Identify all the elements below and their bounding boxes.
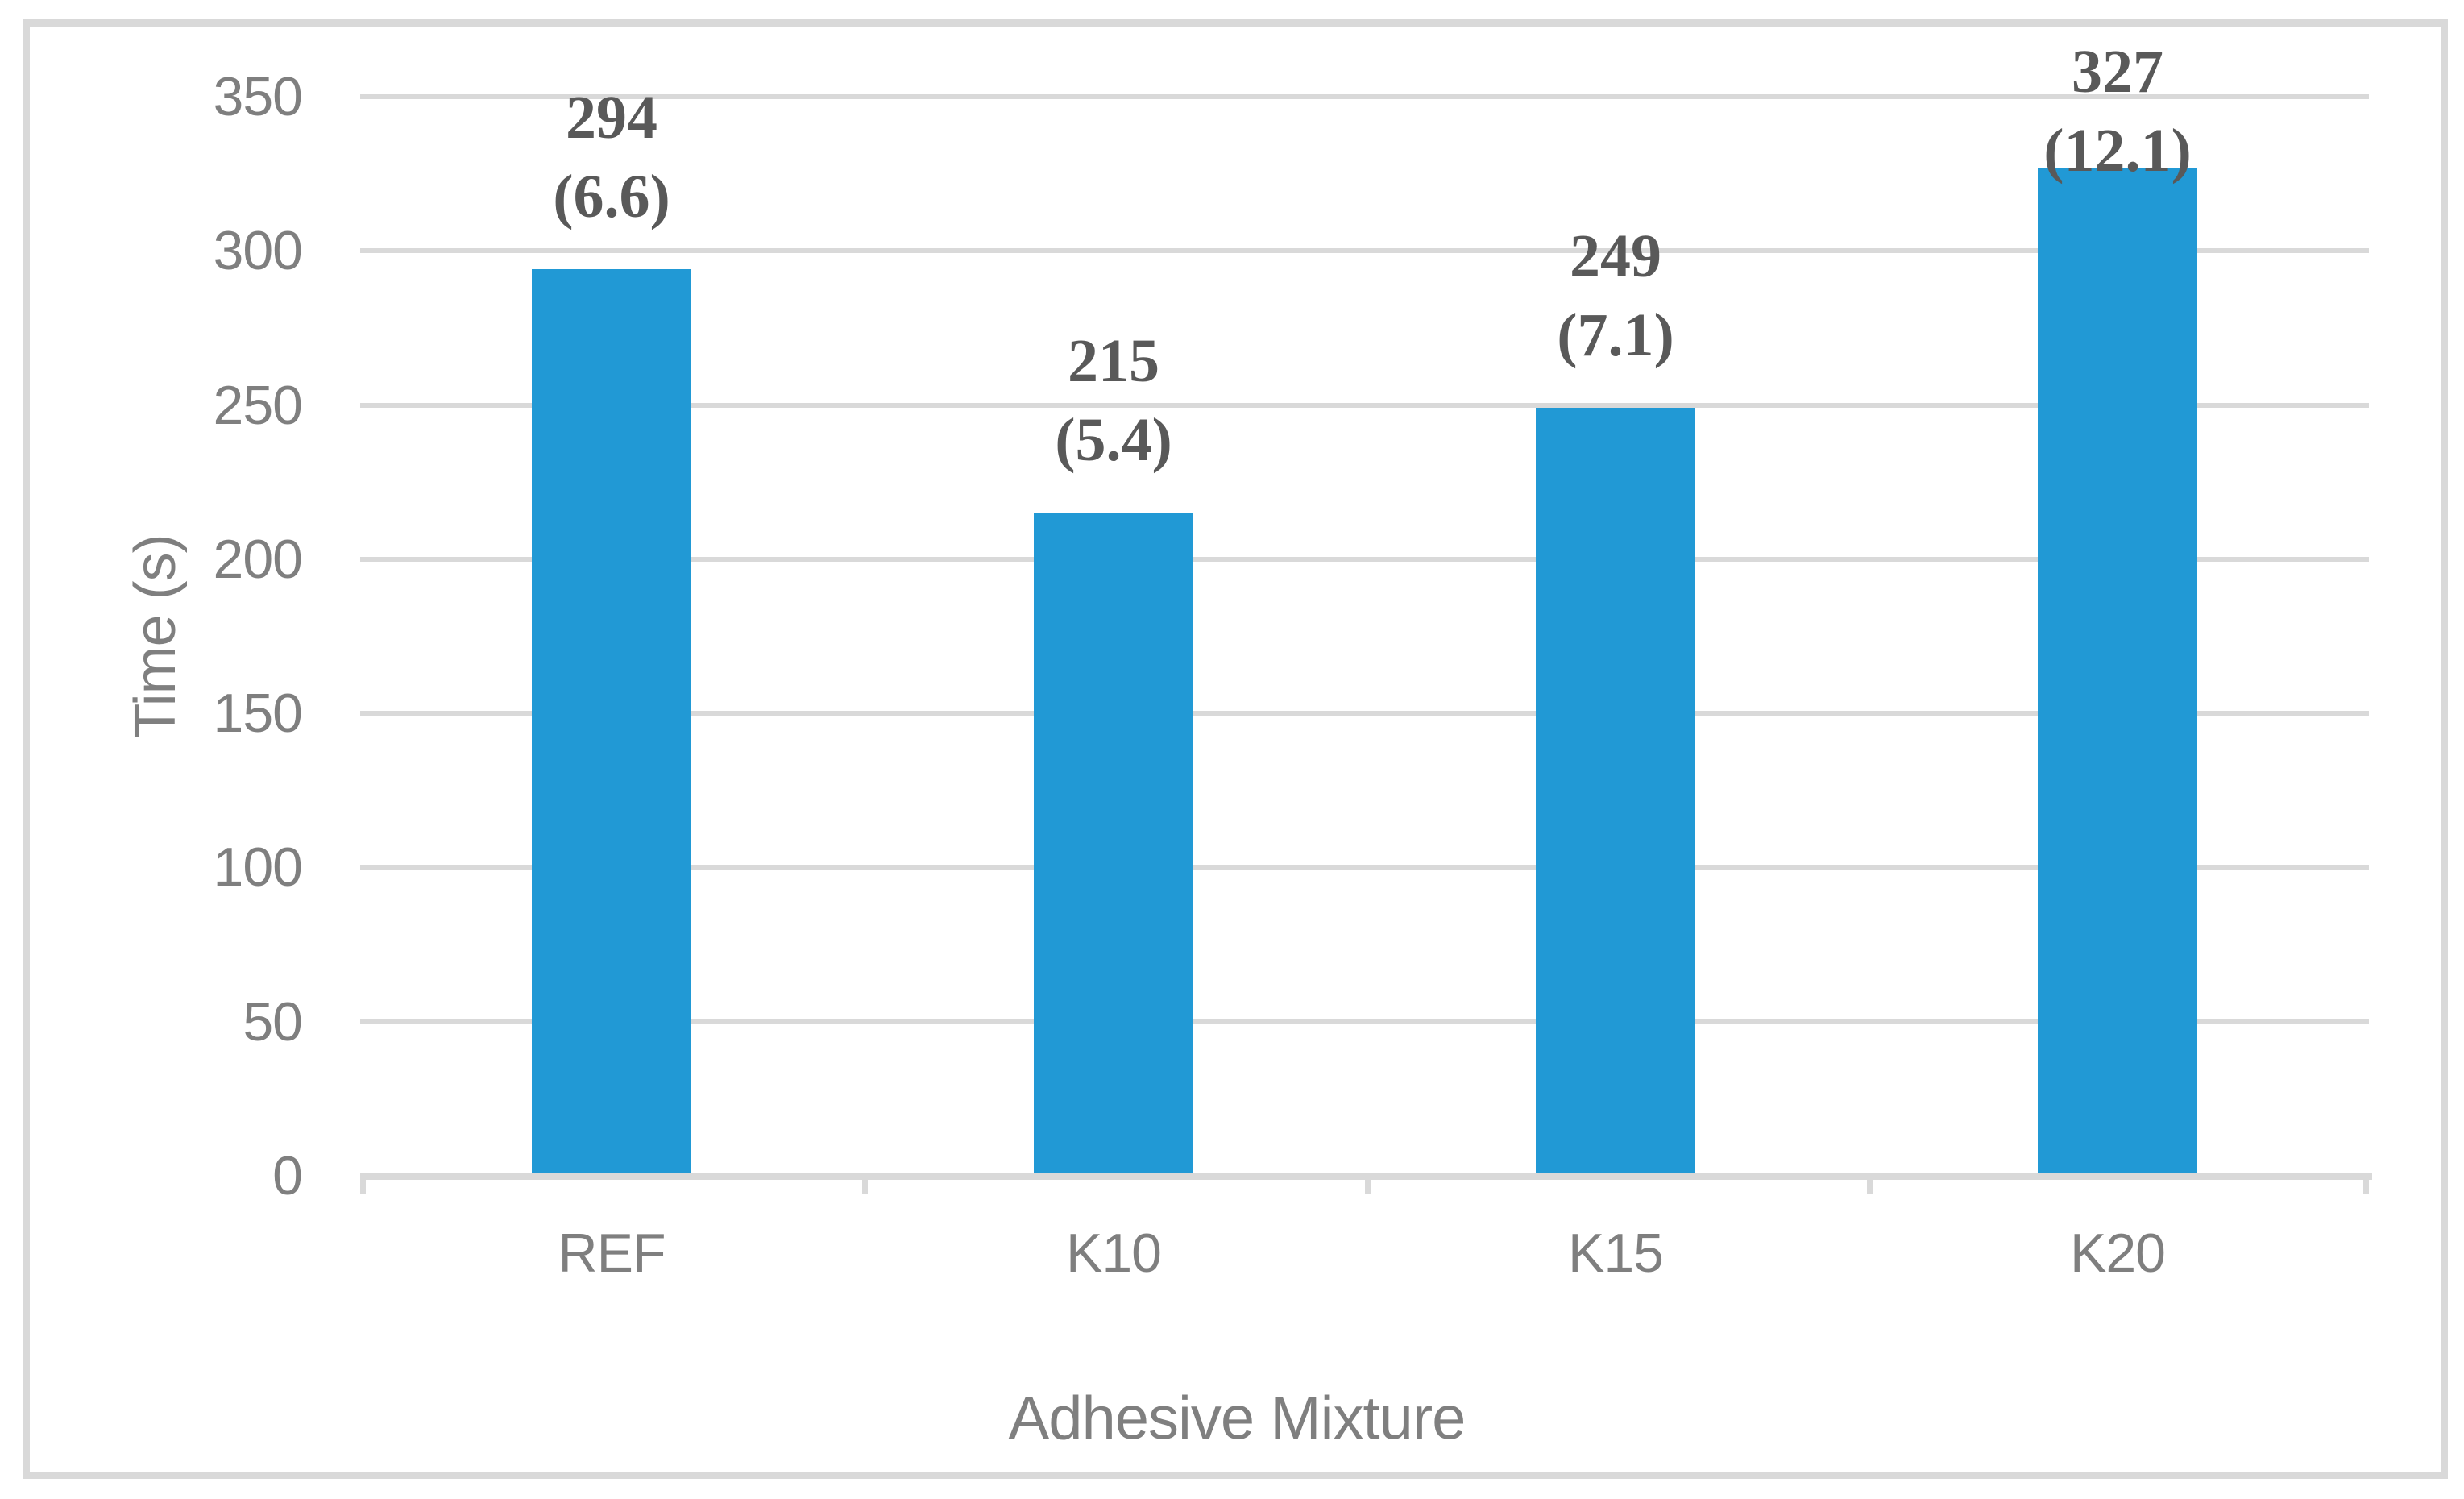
data-label-K15-line2: (7.1) (1557, 301, 1674, 369)
y-tick-label-50: 50 (243, 991, 303, 1053)
data-label-K15: 249 (7.1) (1557, 217, 1674, 375)
x-tick-label-REF: REF (558, 1223, 666, 1284)
x-axis-tick-3 (1867, 1173, 1873, 1194)
data-label-K10: 215 (5.4) (1055, 322, 1172, 480)
data-label-REF: 294 (6.6) (553, 78, 670, 236)
y-tick-label-300: 300 (213, 220, 303, 281)
data-label-REF-line2: (6.6) (553, 163, 670, 230)
x-tick-label-K15: K15 (1568, 1223, 1664, 1284)
data-label-K20: 327 (12.1) (2043, 32, 2192, 190)
gridline-200 (360, 557, 2369, 562)
data-label-K15-line1: 249 (1570, 222, 1661, 290)
bar-K10 (1034, 513, 1193, 1173)
data-label-REF-line1: 294 (566, 84, 657, 152)
bar-REF (532, 269, 691, 1173)
gridline-350 (360, 94, 2369, 99)
y-tick-label-200: 200 (213, 529, 303, 590)
bar-K20 (2038, 168, 2197, 1173)
y-tick-label-250: 250 (213, 375, 303, 436)
bar-K15 (1536, 408, 1695, 1173)
x-tick-label-K10: K10 (1066, 1223, 1162, 1284)
y-tick-label-350: 350 (213, 66, 303, 127)
data-label-K20-line1: 327 (2072, 38, 2163, 106)
gridline-50 (360, 1019, 2369, 1024)
y-tick-label-0: 0 (272, 1145, 303, 1206)
data-label-K20-line2: (12.1) (2043, 117, 2192, 185)
x-axis-tick-0 (360, 1173, 366, 1194)
x-axis-title: Adhesive Mixture (1008, 1384, 1466, 1453)
y-tick-label-100: 100 (213, 837, 303, 898)
x-tick-label-K20: K20 (2070, 1223, 2166, 1284)
x-axis-tick-4 (2363, 1173, 2369, 1194)
gridline-150 (360, 711, 2369, 716)
x-axis-tick-1 (862, 1173, 868, 1194)
gridline-300 (360, 248, 2369, 253)
y-tick-label-150: 150 (213, 683, 303, 744)
gridline-250 (360, 403, 2369, 408)
data-label-K10-line1: 215 (1068, 327, 1159, 395)
data-label-K10-line2: (5.4) (1055, 406, 1172, 474)
gridline-100 (360, 865, 2369, 870)
x-axis-tick-2 (1365, 1173, 1371, 1194)
